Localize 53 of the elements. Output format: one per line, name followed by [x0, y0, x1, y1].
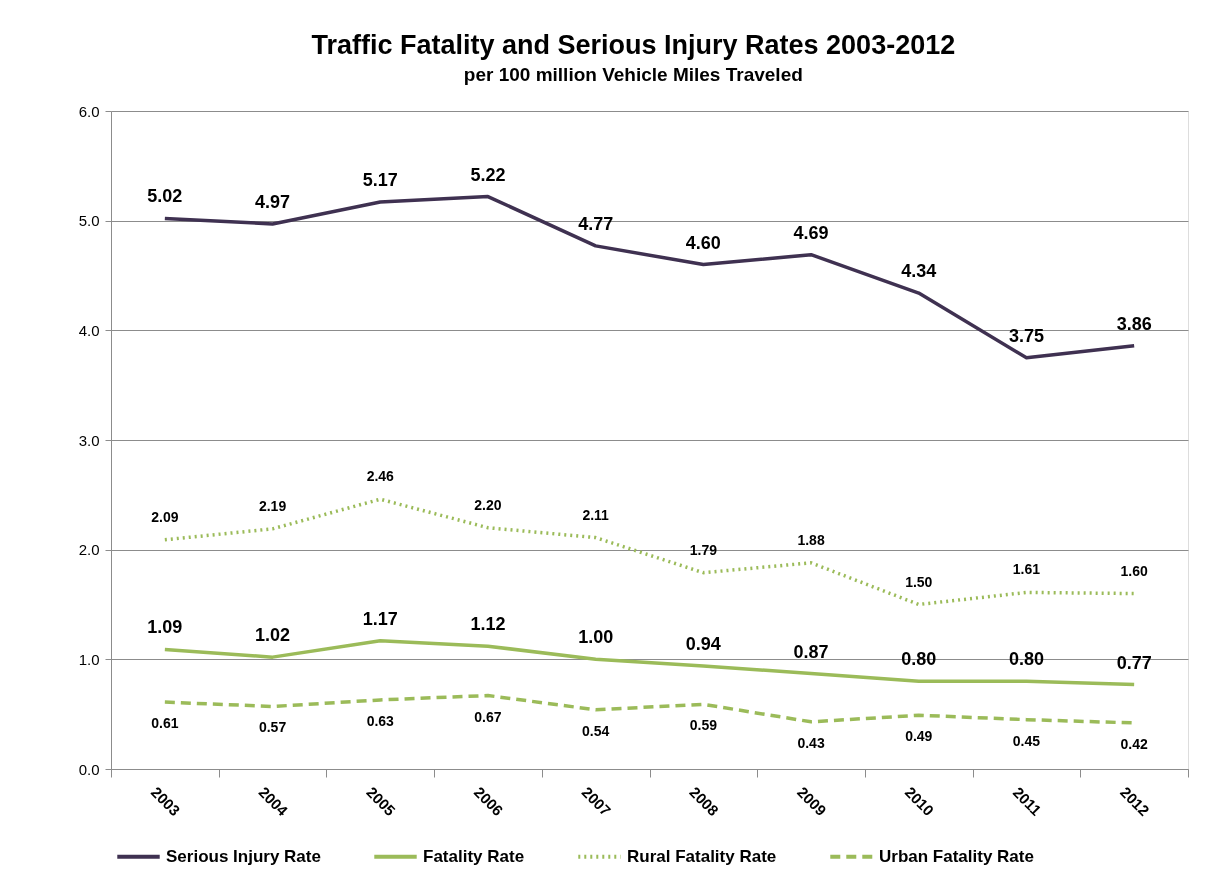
y-tick-label: 2.0: [78, 541, 100, 559]
data-label: 0.63: [366, 712, 395, 729]
data-label: 0.77: [1116, 652, 1152, 673]
data-label: 5.02: [147, 186, 183, 207]
data-label: 4.69: [793, 222, 829, 243]
y-tick-label: 6.0: [78, 102, 100, 120]
data-label: 0.57: [258, 719, 287, 736]
data-label: 0.80: [1008, 649, 1044, 670]
y-tick-label: 1.0: [78, 650, 100, 668]
data-label: 1.60: [1120, 562, 1148, 579]
data-label: 5.22: [470, 164, 506, 185]
data-label: 0.49: [905, 728, 933, 745]
data-label: 4.34: [901, 261, 937, 282]
data-label: 1.00: [578, 627, 614, 648]
data-label: 0.54: [582, 722, 610, 739]
data-label: 1.02: [255, 625, 291, 646]
data-label: 1.61: [1012, 561, 1041, 578]
data-label: 1.12: [470, 614, 506, 635]
data-label: 1.88: [797, 531, 825, 548]
data-label: 0.45: [1012, 732, 1041, 749]
data-label: 3.86: [1116, 313, 1152, 334]
data-label: 0.87: [793, 641, 829, 662]
data-label: 0.94: [685, 633, 721, 654]
y-tick-label: 0.0: [78, 760, 100, 778]
data-label: 0.43: [797, 734, 825, 751]
legend-label: Rural Fatality Rate: [627, 846, 777, 866]
data-label: 0.59: [689, 717, 718, 734]
data-label: 2.11: [582, 506, 610, 523]
data-label: 0.42: [1120, 735, 1148, 752]
y-tick-label: 3.0: [78, 431, 100, 449]
data-label: 4.60: [685, 232, 721, 253]
data-label: 2.19: [258, 497, 287, 514]
data-label: 4.97: [255, 191, 291, 212]
data-label: 2.46: [366, 468, 395, 485]
data-label: 1.79: [689, 541, 718, 558]
data-label: 1.09: [147, 617, 183, 638]
data-label: 0.61: [151, 715, 179, 732]
data-label: 5.17: [362, 170, 398, 191]
data-label: 3.75: [1008, 325, 1044, 346]
y-tick-label: 5.0: [78, 212, 100, 230]
data-label: 1.17: [362, 608, 398, 629]
data-label: 1.50: [905, 573, 933, 590]
data-label: 4.77: [578, 213, 614, 234]
legend-label: Serious Injury Rate: [166, 846, 321, 866]
chart-subtitle: per 100 million Vehicle Miles Traveled: [463, 64, 803, 85]
legend-label: Fatality Rate: [423, 846, 525, 866]
legend-label: Urban Fatality Rate: [879, 846, 1034, 866]
data-label: 2.09: [151, 508, 179, 525]
data-label: 0.80: [901, 649, 937, 670]
data-label: 2.20: [474, 496, 502, 513]
data-label: 0.67: [474, 708, 502, 725]
chart-title: Traffic Fatality and Serious Injury Rates 2003-2012: [311, 30, 956, 60]
y-tick-label: 4.0: [78, 321, 100, 339]
